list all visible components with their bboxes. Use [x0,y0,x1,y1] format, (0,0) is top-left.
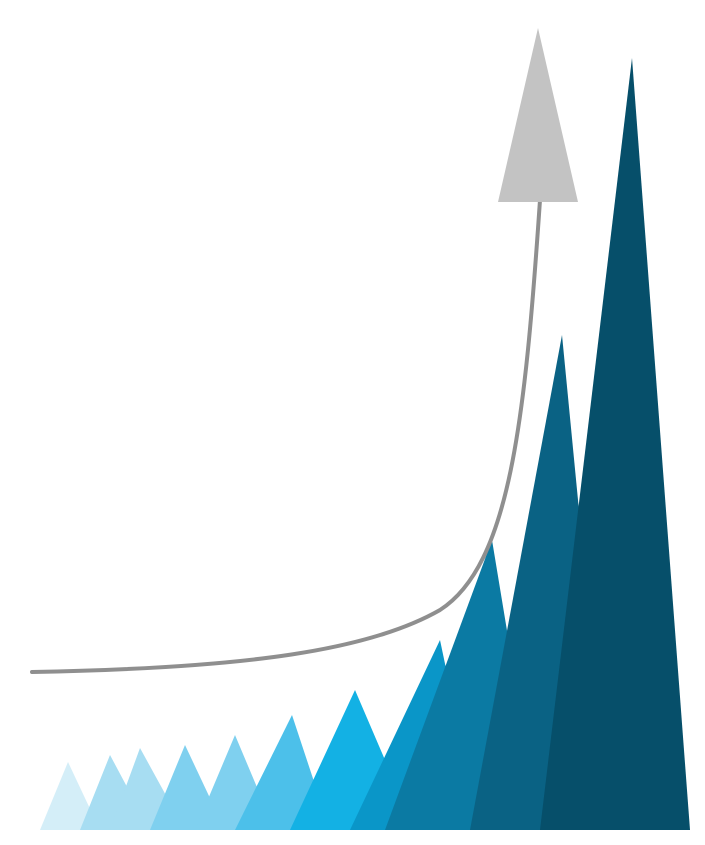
growth-curve [30,198,542,674]
arrow-head-icon [498,28,578,202]
peak-shape [40,762,100,830]
peaks-group [40,58,690,830]
peak-shape [540,58,690,830]
